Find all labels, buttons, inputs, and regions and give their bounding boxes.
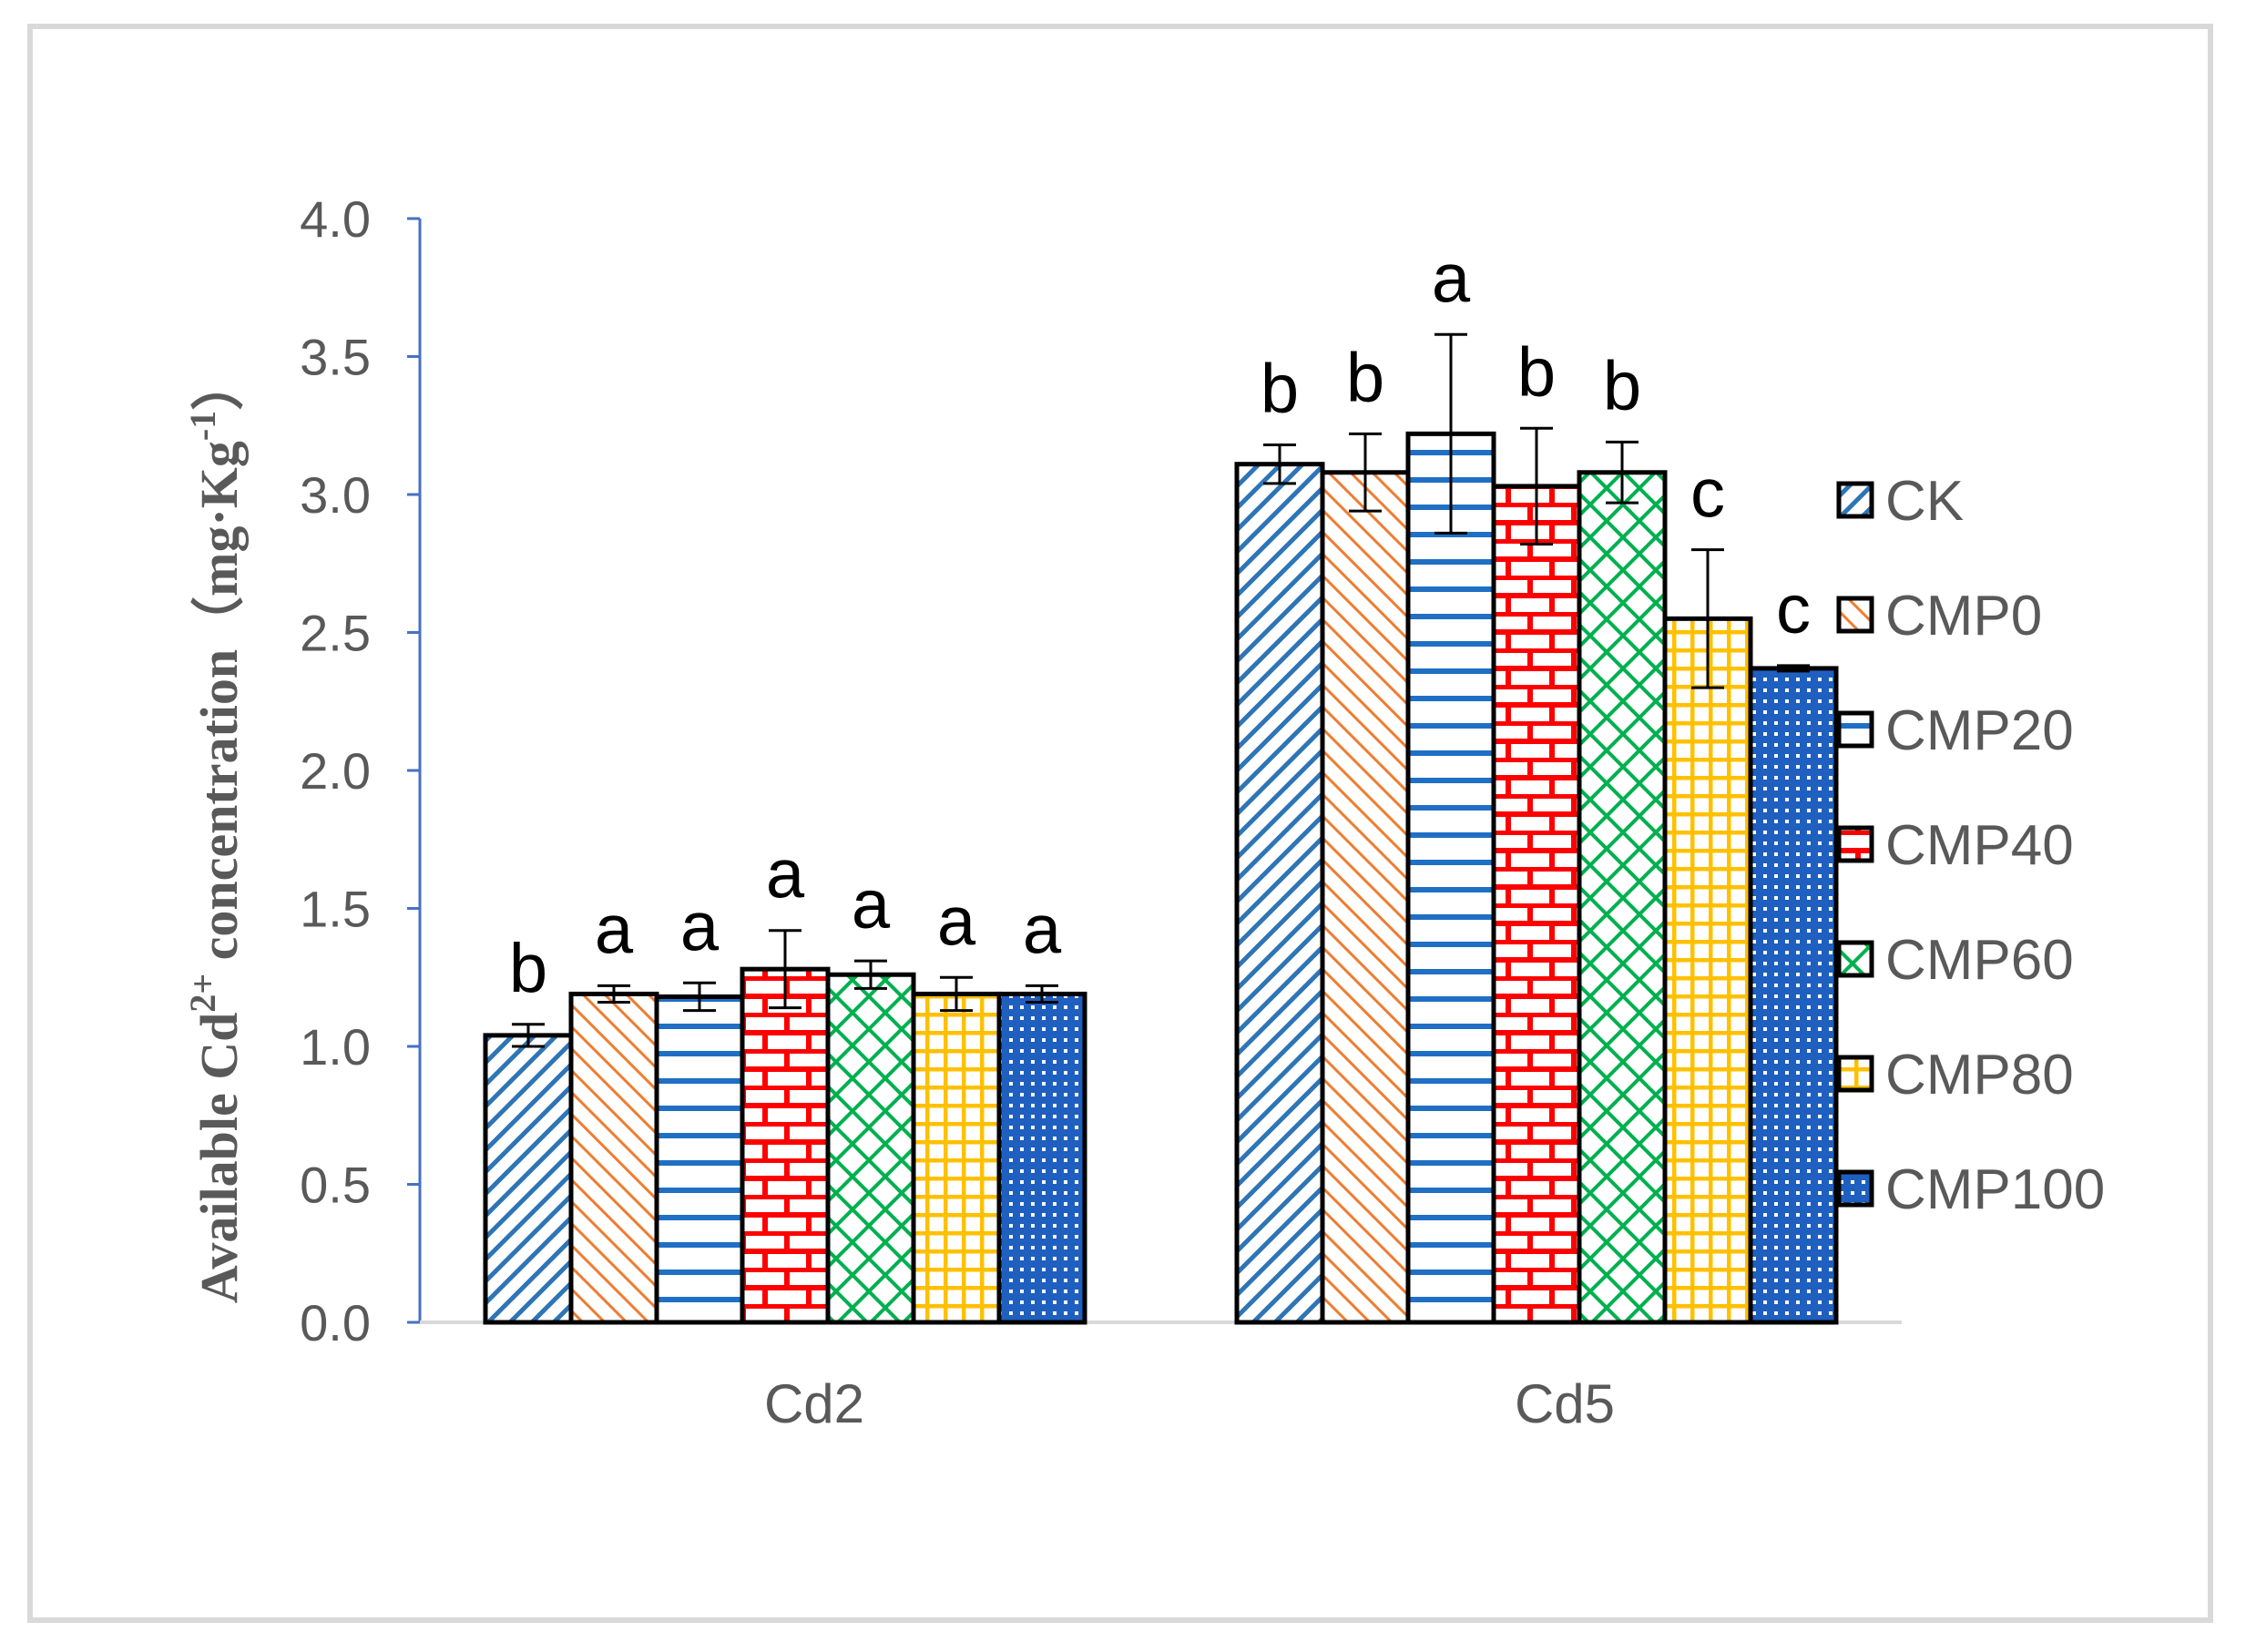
legend-swatch bbox=[1836, 710, 1874, 749]
legend-swatch bbox=[1836, 481, 1874, 519]
legend-label: CMP40 bbox=[1885, 814, 2074, 877]
y-tick-label: 3.5 bbox=[300, 329, 371, 386]
legend-label: CMP100 bbox=[1885, 1158, 2105, 1221]
bar-chart: Available Cd2+ concentration（mg·Kg-1） 0.… bbox=[182, 190, 2105, 1434]
legend-swatch bbox=[1836, 596, 1874, 634]
error-bar bbox=[683, 981, 716, 1013]
bar-cmp100-cd2 bbox=[996, 991, 1087, 1325]
legend-item-cmp100: CMP100 bbox=[1836, 1158, 2105, 1221]
bar-cmp100-cd5 bbox=[1748, 666, 1839, 1325]
significance-letter: b bbox=[1517, 333, 1556, 411]
x-category-label: Cd2 bbox=[764, 1373, 864, 1434]
significance-letter: a bbox=[1432, 240, 1471, 317]
error-bar bbox=[1777, 664, 1810, 673]
significance-letter: b bbox=[1603, 347, 1641, 424]
bar-cmp60-cd5 bbox=[1577, 470, 1668, 1325]
y-axis-label: Available Cd2+ concentration（mg·Kg-1） bbox=[182, 358, 249, 1303]
y-tick-label: 2.0 bbox=[300, 742, 371, 800]
error-bar bbox=[1691, 548, 1724, 689]
y-tick-label: 2.5 bbox=[300, 605, 371, 662]
significance-letter: a bbox=[680, 888, 720, 965]
error-bar bbox=[1263, 443, 1296, 485]
legend-item-cmp0: CMP0 bbox=[1836, 585, 2042, 648]
legend-label: CMP0 bbox=[1885, 585, 2042, 648]
bar-cmp0-cd2 bbox=[568, 991, 659, 1325]
bar-ck-cd2 bbox=[483, 1033, 574, 1325]
error-bar bbox=[1434, 332, 1467, 535]
bar-cmp80-cd2 bbox=[911, 991, 1002, 1325]
significance-letters: b a aa a a ab bab bcc bbox=[509, 240, 1811, 1007]
bar-cmp0-cd5 bbox=[1320, 470, 1411, 1325]
y-tick-label: 3.0 bbox=[300, 466, 371, 524]
bar-cmp40-cd2 bbox=[740, 966, 831, 1325]
legend-swatch bbox=[1836, 940, 1874, 978]
significance-letter: c bbox=[1776, 571, 1811, 648]
significance-letter: c bbox=[1690, 455, 1725, 533]
significance-letter: a bbox=[766, 836, 805, 913]
error-bar bbox=[1349, 432, 1382, 513]
legend-label: CK bbox=[1885, 470, 1964, 533]
bar-cmp20-cd2 bbox=[654, 994, 745, 1325]
bar-cmp20-cd5 bbox=[1405, 431, 1496, 1325]
legend-item-cmp40: CMP40 bbox=[1836, 814, 2074, 877]
error-bar bbox=[1520, 426, 1553, 546]
significance-letter: b bbox=[509, 930, 547, 1007]
legend-item-cmp20: CMP20 bbox=[1836, 699, 2074, 762]
legend-item-cmp80: CMP80 bbox=[1836, 1044, 2074, 1106]
legend-label: CMP60 bbox=[1885, 929, 2074, 992]
bar-ck-cd5 bbox=[1234, 462, 1325, 1325]
y-tick-label: 4.0 bbox=[300, 190, 371, 248]
significance-letter: a bbox=[937, 882, 976, 960]
bar-cmp80-cd5 bbox=[1662, 616, 1753, 1325]
x-category-label: Cd5 bbox=[1515, 1373, 1615, 1434]
y-tick-label: 0.5 bbox=[300, 1157, 371, 1214]
figure-frame: Available Cd2+ concentration（mg·Kg-1） 0.… bbox=[27, 24, 2213, 1623]
bar-marks bbox=[483, 431, 1839, 1325]
y-tick-label: 1.5 bbox=[300, 881, 371, 938]
error-bar bbox=[1026, 984, 1058, 1004]
error-bar bbox=[512, 1023, 545, 1048]
legend-label: CMP80 bbox=[1885, 1044, 2074, 1106]
x-axis-categories: Cd2 Cd5 bbox=[764, 1373, 1615, 1434]
legend-label: CMP20 bbox=[1885, 699, 2074, 762]
legend-swatch bbox=[1836, 1055, 1874, 1093]
legend-swatch bbox=[1836, 825, 1874, 863]
error-bar bbox=[597, 984, 630, 1004]
significance-letter: b bbox=[1261, 350, 1299, 427]
legend-swatch bbox=[1836, 1169, 1874, 1208]
y-axis-title: Available Cd2+ concentration（mg·Kg-1） bbox=[182, 358, 249, 1303]
error-bar bbox=[769, 929, 801, 1010]
legend-item-cmp60: CMP60 bbox=[1836, 929, 2074, 992]
error-bars bbox=[512, 332, 1810, 1048]
y-tick-label: 0.0 bbox=[300, 1294, 371, 1351]
error-bar bbox=[1606, 440, 1639, 505]
error-bar bbox=[854, 959, 887, 990]
y-axis-ticks: 0.0 0.5 1.0 1.5 2.0 2.5 3.0 3.5 4.0 bbox=[300, 190, 420, 1351]
significance-letter: b bbox=[1346, 339, 1384, 416]
legend-item-ck: CK bbox=[1836, 470, 1964, 533]
error-bar bbox=[940, 975, 973, 1013]
legend: CK CMP0 CMP20 CMP40 CMP60 CMP80 CMP100 bbox=[1836, 470, 2105, 1221]
bar-cmp40-cd5 bbox=[1491, 484, 1582, 1325]
bar-cmp60-cd2 bbox=[825, 972, 916, 1325]
significance-letter: a bbox=[852, 866, 891, 943]
significance-letter: a bbox=[595, 891, 634, 968]
y-tick-label: 1.0 bbox=[300, 1018, 371, 1076]
significance-letter: a bbox=[1023, 891, 1062, 968]
